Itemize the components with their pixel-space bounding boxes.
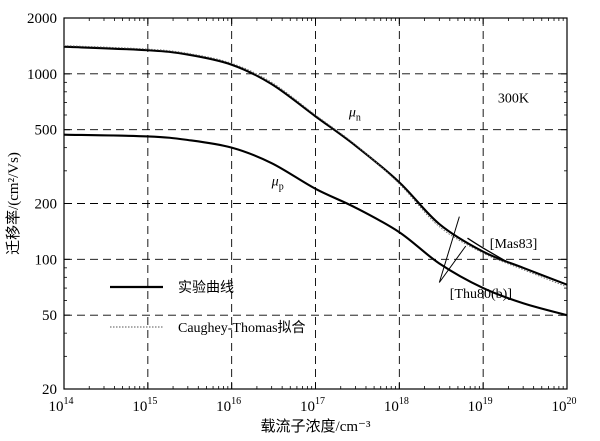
tick-marks (63, 17, 568, 390)
x-tick-label: 1020 (552, 396, 577, 415)
grid-lines (64, 18, 567, 389)
series-lines (63, 45, 568, 317)
series-line-p (63, 133, 568, 317)
annotation-pointer-line (438, 245, 467, 283)
x-axis-label: 载流子浓度/cm⁻³ (261, 418, 371, 435)
y-tick-label: 500 (35, 123, 58, 139)
annotation-mu-p: μp (271, 175, 284, 193)
annotation-mu-n: μn (348, 105, 361, 123)
annotation-thu80b: [Thu80(b)] (450, 287, 512, 302)
x-tick-label: 1017 (300, 396, 325, 415)
y-tick-label: 2000 (27, 11, 57, 27)
legend: 实验曲线 Caughey-Thomas拟合 (110, 280, 306, 336)
x-tick-label: 1019 (468, 396, 493, 415)
series-line-Mas83 (467, 237, 509, 264)
annotation-mas83: [Mas83] (490, 237, 537, 252)
x-tick-labels: 1014 1015 1016 1017 1018 1019 1020 (49, 396, 577, 415)
x-tick-label: 1015 (132, 396, 157, 415)
annotations: μn μp 300K [Mas83] [Thu80(b)] (271, 92, 538, 302)
y-tick-label: 1000 (27, 67, 57, 83)
legend-label-fit: Caughey-Thomas拟合 (178, 320, 306, 336)
y-tick-label: 50 (42, 308, 57, 324)
y-tick-labels: 20 50 100 200 500 1000 2000 (27, 11, 57, 398)
y-axis-label: 迁移率/(cm²/Vs) (5, 152, 22, 255)
annotation-temperature: 300K (498, 92, 529, 107)
annotation-pointers (438, 216, 467, 283)
x-tick-label: 1014 (49, 396, 74, 415)
y-tick-label: 200 (35, 197, 58, 213)
y-tick-label: 20 (42, 382, 57, 398)
y-tick-label: 100 (35, 252, 58, 268)
series-line-n (63, 45, 568, 286)
annotation-pointer-line (438, 216, 460, 283)
x-tick-label: 1016 (216, 396, 241, 415)
legend-label-experiment: 实验曲线 (178, 280, 234, 296)
x-tick-label: 1018 (384, 396, 409, 415)
